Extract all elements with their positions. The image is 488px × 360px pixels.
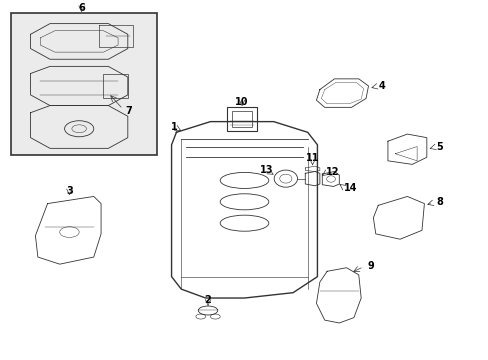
Text: 6: 6 — [78, 3, 85, 13]
Text: 10: 10 — [235, 97, 248, 107]
Text: 11: 11 — [305, 153, 319, 163]
Bar — [227, 107, 256, 131]
Text: 13: 13 — [259, 165, 273, 175]
Bar — [11, 13, 157, 156]
Text: 3: 3 — [66, 186, 73, 196]
Text: 8: 8 — [436, 197, 443, 207]
Text: 9: 9 — [366, 261, 373, 271]
Text: 4: 4 — [377, 81, 384, 91]
Text: 2: 2 — [204, 295, 211, 305]
Text: 1: 1 — [170, 122, 177, 132]
Bar — [232, 111, 251, 127]
Text: 5: 5 — [436, 141, 443, 152]
Text: 12: 12 — [325, 167, 339, 176]
Text: 14: 14 — [344, 183, 357, 193]
Bar — [103, 73, 127, 98]
Text: 7: 7 — [125, 106, 132, 116]
